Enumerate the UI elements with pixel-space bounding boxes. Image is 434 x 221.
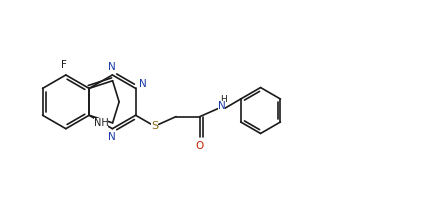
Text: O: O	[195, 141, 204, 151]
Text: N: N	[108, 62, 116, 72]
Text: F: F	[61, 60, 66, 70]
Text: N: N	[108, 132, 116, 142]
Text: NH: NH	[93, 118, 108, 128]
Text: N: N	[138, 79, 146, 89]
Text: H: H	[220, 95, 226, 104]
Text: N: N	[217, 101, 225, 111]
Text: S: S	[151, 121, 158, 131]
